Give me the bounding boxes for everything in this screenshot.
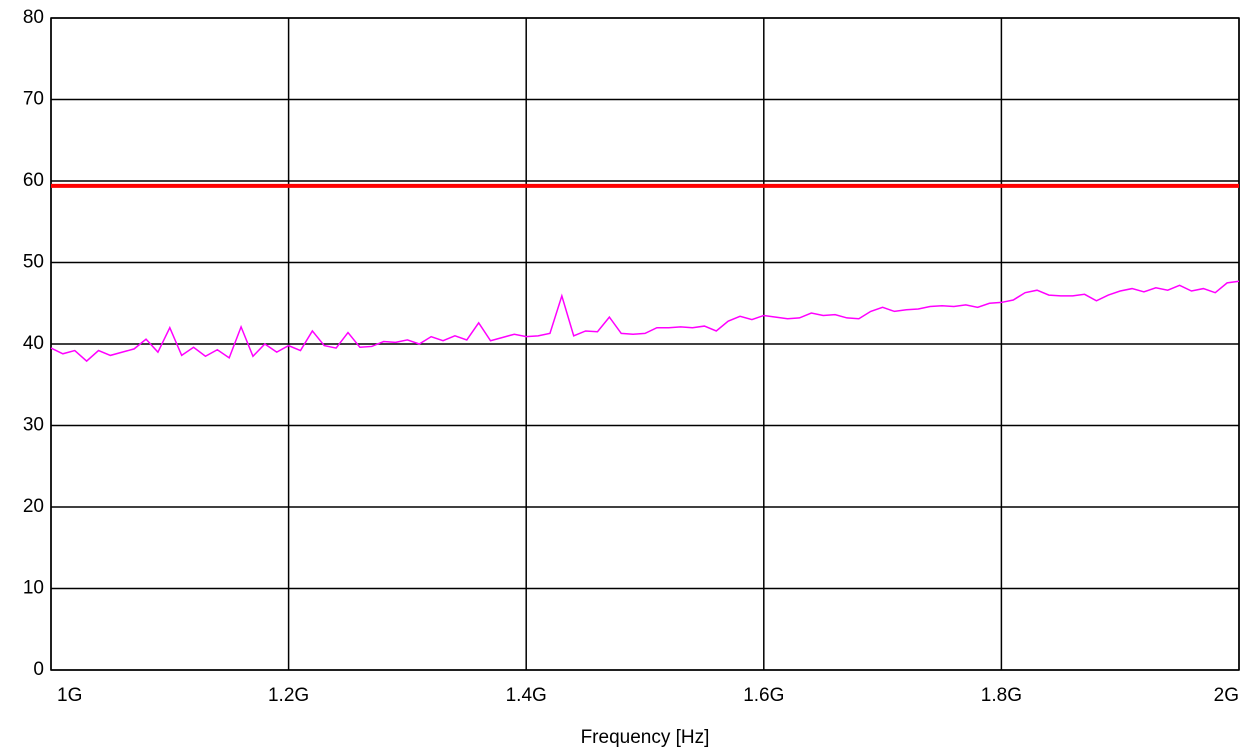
y-tick-label: 20	[23, 496, 44, 517]
y-tick-label: 0	[33, 659, 44, 680]
x-axis-label: Frequency [Hz]	[581, 727, 710, 748]
y-tick-label: 70	[23, 89, 44, 110]
y-tick-label: 40	[23, 333, 44, 354]
y-tick-label: 50	[23, 252, 44, 273]
y-tick-label: 60	[23, 170, 44, 191]
x-tick-label: 1.6G	[743, 685, 784, 706]
x-tick-label: 1G	[57, 685, 82, 706]
data-line	[50, 280, 1240, 363]
plot-frame	[50, 17, 1240, 671]
x-tick-label: 1.8G	[981, 685, 1022, 706]
x-tick-label: 1.4G	[506, 685, 547, 706]
x-tick-label: 1.2G	[268, 685, 309, 706]
y-tick-label: 10	[23, 578, 44, 599]
x-tick-label: 2G	[1214, 685, 1239, 706]
y-tick-label: 30	[23, 415, 44, 436]
y-tick-label: 80	[23, 7, 44, 28]
